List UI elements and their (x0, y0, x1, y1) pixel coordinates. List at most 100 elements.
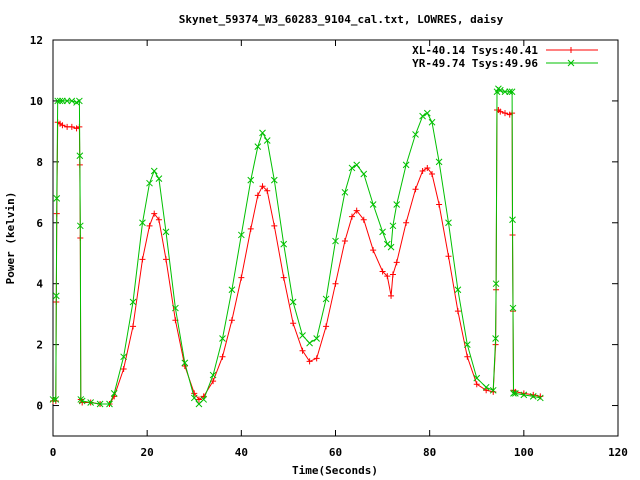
data-point-yr (129, 298, 137, 306)
data-point-yr (289, 298, 297, 306)
data-point-xl (332, 280, 339, 287)
data-point-yr (353, 161, 361, 169)
data-point-yr (76, 97, 83, 105)
data-point-yr (87, 399, 95, 406)
data-point-xl (247, 225, 254, 232)
data-point-yr (259, 129, 266, 137)
data-point-yr (110, 390, 118, 397)
x-axis: 0 20 40 60 80 100 120 (50, 40, 628, 459)
data-point-yr (348, 164, 356, 172)
data-point-yr (529, 393, 537, 400)
data-point-yr (393, 201, 401, 208)
data-point-xl (68, 123, 75, 130)
data-point-yr (387, 243, 395, 251)
data-point-xl (290, 320, 297, 327)
legend-marker-xl (568, 47, 574, 53)
data-point-xl (155, 216, 162, 223)
data-point-yr (96, 400, 104, 408)
data-point-xl (436, 201, 443, 208)
data-point-yr (49, 396, 57, 403)
data-point-yr (389, 222, 397, 230)
data-point-yr (299, 332, 306, 339)
data-point-xl (139, 256, 146, 263)
x-axis-label: Time(Seconds) (292, 464, 378, 477)
data-point-xl (306, 358, 313, 365)
y-tick-label: 0 (36, 400, 43, 413)
data-point-yr (53, 195, 61, 202)
data-point-yr (200, 396, 208, 403)
data-point-xl (429, 171, 436, 178)
plot-frame (52, 39, 619, 437)
data-point-xl (464, 353, 471, 360)
data-point-yr (536, 394, 544, 402)
legend-marker-yr (567, 59, 575, 67)
data-point-xl (419, 167, 426, 174)
data-point-yr (341, 188, 349, 196)
x-tick-label: 80 (423, 446, 436, 459)
data-point-xl (151, 210, 158, 217)
data-point-yr (59, 97, 66, 105)
data-point-xl (73, 125, 80, 132)
data-point-yr (445, 219, 452, 227)
x-tick-label: 20 (141, 446, 154, 459)
data-point-yr (162, 228, 170, 236)
y-tick-label: 2 (36, 339, 43, 352)
data-point-yr (332, 237, 339, 245)
series-xl (50, 107, 544, 408)
data-point-xl (259, 183, 266, 190)
data-point-yr (428, 118, 436, 126)
data-point-yr (369, 201, 377, 208)
data-point-yr (482, 383, 490, 391)
series-yr (49, 85, 544, 408)
data-point-yr (508, 88, 516, 96)
data-point-yr (150, 167, 158, 175)
data-point-xl (238, 274, 245, 281)
data-point-yr (360, 170, 368, 178)
data-point-yr (454, 286, 462, 294)
data-point-xl (299, 347, 306, 354)
data-point-yr (247, 176, 255, 184)
data-point-yr (501, 88, 509, 96)
data-point-yr (63, 97, 71, 105)
data-point-yr (139, 219, 146, 227)
data-point-yr (270, 176, 278, 184)
data-point-yr (237, 231, 245, 239)
data-point-yr (56, 97, 64, 105)
x-tick-label: 100 (514, 446, 534, 459)
data-point-xl (412, 186, 419, 193)
legend-label-yr: YR-49.74 Tsys:49.96 (412, 57, 538, 70)
data-point-yr (473, 374, 481, 382)
y-axis-label: Power (kelvin) (4, 192, 17, 285)
x-tick-label: 60 (329, 446, 342, 459)
data-point-xl (313, 355, 320, 362)
data-point-yr (509, 304, 517, 312)
data-point-xl (191, 390, 198, 397)
data-point-yr (313, 335, 321, 342)
data-point-yr (68, 97, 76, 105)
data-point-yr (379, 228, 386, 236)
data-point-yr (209, 371, 217, 379)
data-point-yr (172, 304, 179, 312)
data-point-yr (463, 341, 471, 348)
data-point-xl (254, 192, 261, 199)
data-point-xl (379, 268, 386, 275)
data-point-xl (323, 323, 330, 330)
y-axis: 0 2 4 6 8 10 12 (30, 34, 618, 413)
y-tick-label: 10 (30, 95, 43, 108)
y-tick-label: 4 (36, 278, 43, 291)
data-point-xl (280, 274, 287, 281)
data-point-yr (54, 97, 62, 105)
data-point-yr (228, 286, 236, 294)
legend: XL-40.14 Tsys:40.41 YR-49.74 Tsys:49.96 (412, 44, 598, 70)
data-point-xl (195, 396, 202, 403)
data-point-yr (280, 240, 288, 248)
data-point-xl (370, 247, 377, 254)
data-point-yr (506, 88, 514, 96)
data-point-xl (341, 238, 348, 245)
data-point-yr (219, 335, 226, 342)
data-point-yr (402, 161, 410, 169)
data-point-yr (412, 131, 419, 138)
data-point-xl (120, 365, 127, 372)
data-point-xl (393, 259, 400, 266)
